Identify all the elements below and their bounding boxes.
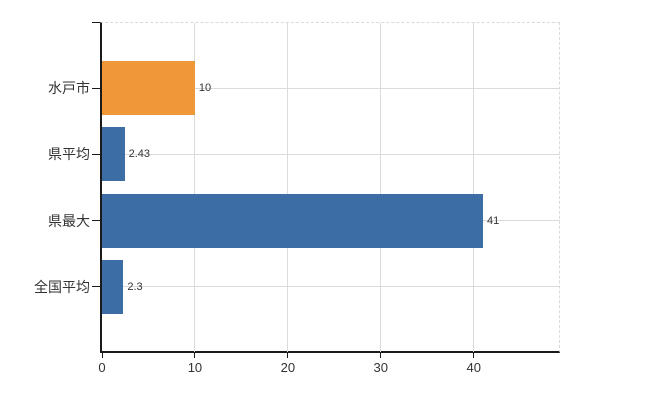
x-axis-tick-label: 0	[98, 360, 106, 375]
y-axis-tick	[92, 286, 100, 288]
y-axis-tick	[92, 220, 100, 222]
plot-area	[100, 22, 560, 353]
gridline-vertical	[287, 23, 289, 352]
x-axis-tick	[287, 353, 289, 358]
bar	[102, 259, 124, 314]
bar	[102, 193, 483, 248]
x-axis-tick	[380, 353, 382, 358]
x-axis-tick	[101, 353, 103, 358]
x-axis-tick	[473, 353, 475, 358]
x-axis-tick-label: 10	[187, 360, 203, 375]
y-axis-label: 全国平均	[34, 278, 90, 295]
y-axis-label: 県平均	[48, 146, 90, 163]
gridline-vertical	[473, 23, 475, 352]
y-axis-label: 水戸市	[48, 80, 90, 97]
x-axis-tick-label: 30	[373, 360, 389, 375]
bar-value-label: 41	[487, 214, 500, 227]
gridline-vertical	[380, 23, 382, 352]
gridline-horizontal	[102, 286, 560, 288]
x-axis-tick	[194, 353, 196, 358]
gridline-horizontal	[102, 87, 560, 89]
y-axis-top-tick	[92, 22, 100, 23]
x-axis-tick-label: 40	[466, 360, 481, 375]
bar	[102, 61, 195, 116]
gridline-vertical	[194, 23, 196, 352]
y-axis-tick	[92, 153, 100, 155]
bar-value-label: 2.43	[128, 148, 150, 161]
x-axis-tick-label: 20	[280, 360, 296, 375]
y-axis-label: 県最大	[48, 212, 90, 229]
bar-value-label: 10	[198, 82, 212, 95]
gridline-horizontal	[102, 153, 560, 155]
bar	[102, 127, 125, 182]
bar-value-label: 2.3	[127, 280, 143, 293]
y-axis-tick	[92, 87, 100, 89]
